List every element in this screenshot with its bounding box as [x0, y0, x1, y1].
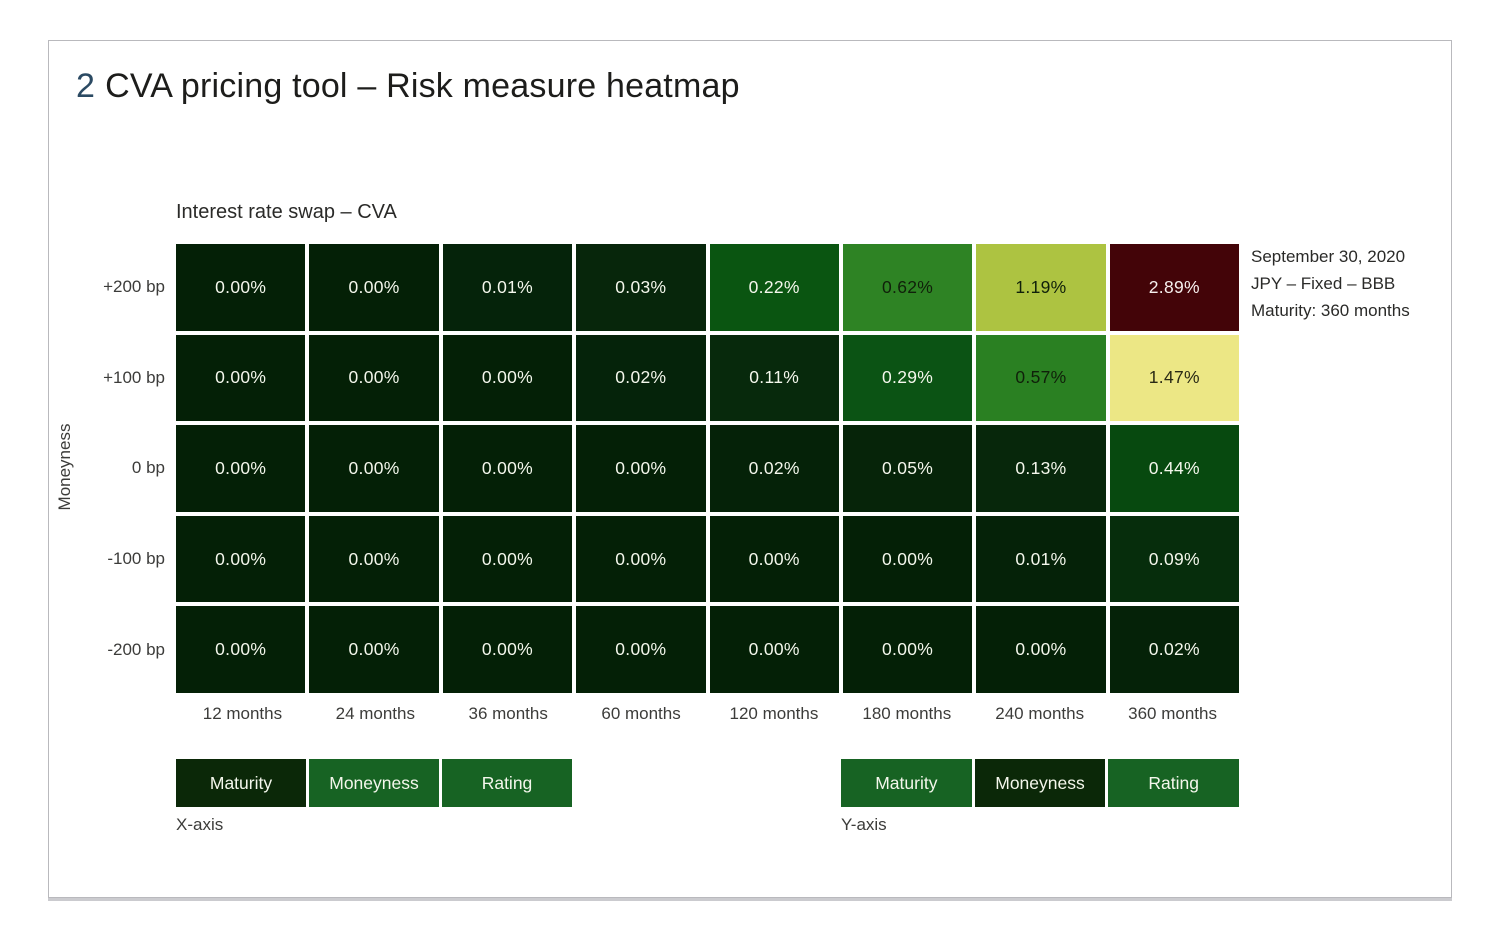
- heatmap-cell[interactable]: 0.00%: [176, 515, 306, 603]
- y-tick-label: +100 bp: [103, 367, 165, 387]
- y-axis-button-rating[interactable]: Rating: [1108, 759, 1240, 807]
- heatmap-cell[interactable]: 0.00%: [976, 606, 1106, 693]
- heatmap-cell[interactable]: 0.01%: [442, 244, 573, 331]
- y-axis-button-maturity[interactable]: Maturity: [841, 759, 972, 807]
- heatmap-cell[interactable]: 2.89%: [1109, 244, 1239, 331]
- heatmap-cell[interactable]: 0.00%: [576, 606, 706, 693]
- heatmap-cell[interactable]: 1.47%: [1109, 334, 1239, 422]
- x-tick-label: 120 months: [729, 704, 819, 723]
- heatmap-cell[interactable]: 0.11%: [709, 334, 839, 422]
- annotation-line: JPY – Fixed – BBB: [1251, 274, 1396, 293]
- heatmap-cell[interactable]: 0.01%: [976, 515, 1106, 603]
- heatmap-cell[interactable]: 0.62%: [842, 244, 973, 331]
- y-tick-label: -100 bp: [107, 549, 165, 569]
- page-title-text: CVA pricing tool – Risk measure heatmap: [105, 67, 740, 105]
- heatmap-cell[interactable]: 0.00%: [442, 425, 573, 512]
- x-tick-label: 240 months: [995, 704, 1085, 723]
- page-title-number: 2: [76, 67, 96, 105]
- heatmap-cell[interactable]: 1.19%: [976, 244, 1106, 331]
- x-axis-buttons: Maturity Moneyness Rating: [176, 759, 572, 807]
- x-axis-caption: X-axis: [176, 815, 224, 834]
- heatmap-cell[interactable]: 0.00%: [309, 515, 439, 603]
- y-tick-label: +200 bp: [103, 277, 165, 297]
- heatmap-cell[interactable]: 0.00%: [176, 606, 306, 693]
- x-axis-button-rating[interactable]: Rating: [442, 759, 572, 807]
- annotation-line: Maturity: 360 months: [1251, 301, 1410, 320]
- heatmap-cell[interactable]: 0.57%: [976, 334, 1106, 422]
- x-axis-button-moneyness[interactable]: Moneyness: [309, 759, 439, 807]
- annotation-line: September 30, 2020: [1251, 247, 1406, 266]
- heatmap-grid: 0.00% 0.00% 0.01% 0.03% 0.22% 0.62% 1.19% 2.89%…: [176, 244, 1239, 693]
- heatmap-row-labels: +200 bp +100 bp 0 bp -100 bp -200 bp: [49, 244, 165, 693]
- x-axis-button-maturity[interactable]: Maturity: [176, 759, 306, 807]
- heatmap-cell[interactable]: 0.00%: [709, 606, 839, 693]
- heatmap-cell[interactable]: 0.02%: [1109, 606, 1239, 693]
- selection-annotation: September 30, 2020 JPY – Fixed – BBB Matur…: [1251, 243, 1410, 324]
- heatmap-cell[interactable]: 0.02%: [576, 334, 706, 422]
- chart-title: Interest rate swap – CVA: [176, 201, 397, 223]
- heatmap-cell[interactable]: 0.00%: [442, 606, 573, 693]
- heatmap-cell[interactable]: 0.00%: [576, 515, 706, 603]
- heatmap-cell[interactable]: 0.00%: [842, 606, 973, 693]
- heatmap-cell[interactable]: 0.00%: [176, 334, 306, 422]
- heatmap-cell[interactable]: 0.00%: [309, 606, 439, 693]
- heatmap-cell[interactable]: 0.02%: [709, 425, 839, 512]
- heatmap-cell[interactable]: 0.00%: [442, 515, 573, 603]
- x-tick-label: 60 months: [601, 704, 681, 723]
- heatmap-cell[interactable]: 0.09%: [1109, 515, 1239, 603]
- heatmap-cell[interactable]: 0.00%: [176, 425, 306, 512]
- x-tick-label: 360 months: [1128, 704, 1217, 723]
- heatmap-cell[interactable]: 0.22%: [709, 244, 839, 331]
- heatmap-cell[interactable]: 0.00%: [842, 515, 973, 603]
- x-tick-label: 180 months: [862, 704, 952, 723]
- heatmap-col-labels: 12 months 24 months 36 months 60 months 120 …: [176, 704, 1239, 724]
- page-title: 2 CVA pricing tool – Risk measure heatmap: [76, 67, 740, 106]
- heatmap-cell[interactable]: 0.00%: [442, 334, 573, 422]
- heatmap-cell[interactable]: 0.44%: [1109, 425, 1239, 512]
- y-axis-buttons: Maturity Moneyness Rating: [841, 759, 1240, 807]
- heatmap-cell[interactable]: 0.00%: [309, 334, 439, 422]
- y-axis-button-moneyness[interactable]: Moneyness: [974, 759, 1106, 807]
- heatmap-cell[interactable]: 0.13%: [976, 425, 1106, 512]
- heatmap-cell[interactable]: 0.29%: [842, 334, 973, 422]
- x-tick-label: 36 months: [468, 704, 548, 723]
- heatmap-cell[interactable]: 0.00%: [709, 515, 839, 603]
- y-axis-caption: Y-axis: [841, 815, 887, 834]
- heatmap-cell[interactable]: 0.00%: [309, 425, 439, 512]
- heatmap-cell[interactable]: 0.00%: [309, 244, 439, 331]
- heatmap-cell[interactable]: 0.00%: [576, 425, 706, 512]
- x-tick-label: 24 months: [335, 704, 415, 723]
- y-tick-label: -200 bp: [107, 639, 165, 659]
- heatmap-cell[interactable]: 0.05%: [842, 425, 973, 512]
- heatmap-cell[interactable]: 0.03%: [576, 244, 706, 331]
- y-tick-label: 0 bp: [131, 458, 165, 478]
- main-panel: 2 CVA pricing tool – Risk measure heatmap…: [48, 40, 1452, 898]
- x-tick-label: 12 months: [202, 704, 283, 723]
- heatmap-cell[interactable]: 0.00%: [176, 244, 306, 331]
